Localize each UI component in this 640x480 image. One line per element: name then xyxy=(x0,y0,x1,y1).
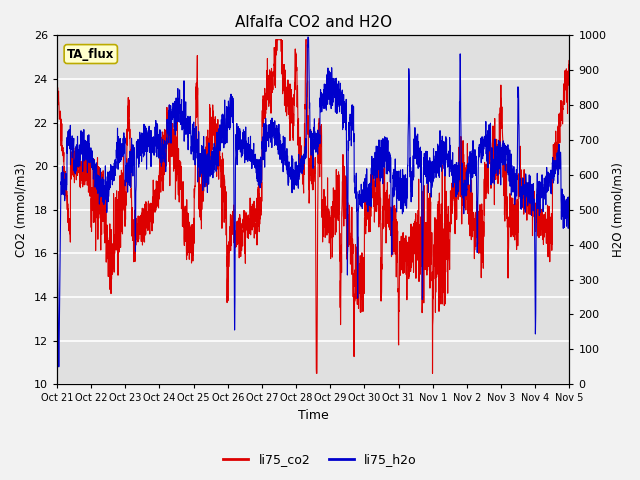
Title: Alfalfa CO2 and H2O: Alfalfa CO2 and H2O xyxy=(235,15,392,30)
Y-axis label: H2O (mmol/m3): H2O (mmol/m3) xyxy=(612,162,625,257)
X-axis label: Time: Time xyxy=(298,409,328,422)
Legend: li75_co2, li75_h2o: li75_co2, li75_h2o xyxy=(218,448,422,471)
Y-axis label: CO2 (mmol/m3): CO2 (mmol/m3) xyxy=(15,163,28,257)
Text: TA_flux: TA_flux xyxy=(67,48,115,60)
